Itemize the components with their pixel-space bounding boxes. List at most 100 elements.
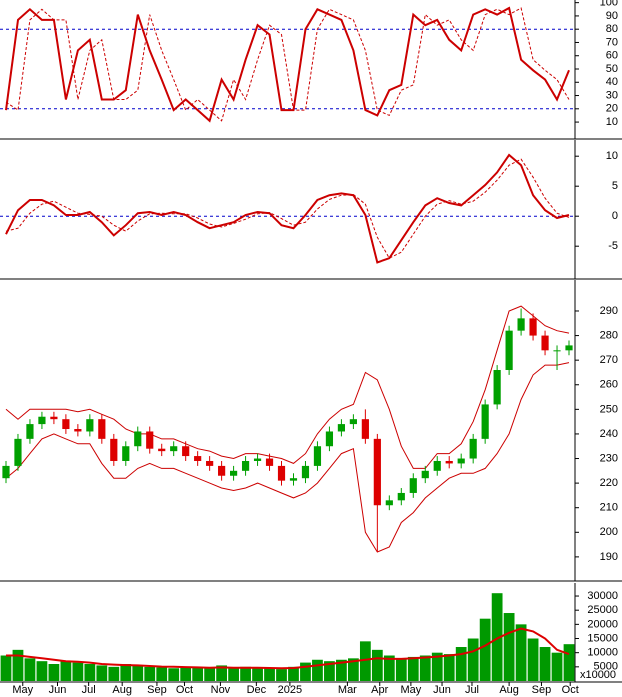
volume-bar <box>324 661 335 681</box>
y-tick-label: 290 <box>600 305 618 317</box>
volume-bar <box>431 652 443 681</box>
volume-bar <box>515 624 527 681</box>
y-tick-label: 60 <box>606 50 618 62</box>
x-tick-label: Oct <box>562 684 579 696</box>
volume-bar <box>0 655 12 681</box>
candle-body <box>110 438 118 461</box>
volume-bar <box>120 664 132 681</box>
volume-bar <box>312 659 323 681</box>
candle-body <box>517 318 525 331</box>
x-tick-label: Dec <box>247 684 267 696</box>
volume-bar <box>467 638 479 681</box>
volume-bar <box>503 613 515 681</box>
volume-bar <box>156 667 168 681</box>
volume-bar <box>551 652 563 681</box>
candle-body <box>86 419 94 432</box>
candle-body <box>218 465 226 476</box>
y-tick-label: 40 <box>606 76 618 88</box>
candle-body <box>325 431 334 447</box>
y-tick-label: 100 <box>600 0 618 9</box>
candle-body <box>313 446 322 466</box>
candle-body <box>469 438 477 459</box>
candle-body <box>206 460 214 466</box>
candle-body <box>182 446 190 457</box>
candle-body <box>541 335 549 351</box>
volume-bar <box>192 667 204 681</box>
candle-body <box>385 500 393 506</box>
y-tick-label: 5 <box>612 180 618 192</box>
volume-bar <box>347 658 359 681</box>
volume-bar <box>48 664 60 681</box>
x-tick-label: Sep <box>147 684 167 696</box>
y-tick-label: 250 <box>600 403 618 415</box>
y-tick-label: 50 <box>606 63 618 75</box>
volume-bar <box>419 655 431 681</box>
y-tick-label: 80 <box>606 23 618 35</box>
y-tick-label: 20 <box>606 103 618 115</box>
candle-body <box>253 458 262 461</box>
signal-line <box>5 158 570 259</box>
candle-body <box>14 438 22 466</box>
y-tick-label: 70 <box>606 36 618 48</box>
candle-body <box>170 446 178 452</box>
x-tick-label: 2025 <box>278 684 302 696</box>
volume-bar <box>12 649 24 681</box>
volume-bar <box>527 638 539 681</box>
y-tick-label: 260 <box>600 379 618 391</box>
x-tick-label: Jul <box>465 684 479 696</box>
volume-bar <box>84 664 96 681</box>
x-tick-label: Nov <box>211 684 231 696</box>
volume-bar <box>216 665 228 681</box>
x-tick-label: Apr <box>371 684 388 696</box>
candle-body <box>433 460 441 471</box>
x-tick-label: Sep <box>532 684 552 696</box>
volume-bar <box>443 654 455 681</box>
candle-body <box>421 470 429 479</box>
y-tick-label: 230 <box>600 452 618 464</box>
y-tick-label: 20000 <box>587 618 618 630</box>
candle-body <box>289 478 298 481</box>
volume-bar <box>96 665 108 681</box>
candle-body <box>122 446 130 461</box>
candle-body <box>349 419 357 425</box>
volume-bar <box>455 647 467 681</box>
x-tick-label: Mar <box>338 684 357 696</box>
y-tick-label: 10 <box>606 116 618 128</box>
volume-bar <box>264 668 275 681</box>
indicator-line <box>5 6 570 123</box>
volume-bar <box>24 658 36 681</box>
volume-bar <box>252 667 263 681</box>
y-tick-label: 30 <box>606 89 618 101</box>
x-tick-label: Jun <box>433 684 451 696</box>
candle-body <box>373 438 381 506</box>
x-tick-label: Jun <box>49 684 67 696</box>
candle-body <box>301 465 310 479</box>
y-tick-label: 200 <box>600 526 618 538</box>
candle-body <box>146 431 154 449</box>
y-tick-label: 15000 <box>587 632 618 644</box>
volume-bar <box>276 669 287 681</box>
candle-body <box>158 448 166 452</box>
volume-bar <box>336 659 347 681</box>
y-tick-label: 210 <box>600 502 618 514</box>
candle-body <box>565 345 573 351</box>
candle-body <box>38 416 46 425</box>
y-tick-label: 30000 <box>587 590 618 602</box>
y-tick-label: 220 <box>600 477 618 489</box>
volume-bar <box>132 665 144 681</box>
y-tick-label: 280 <box>600 329 618 341</box>
candle-body <box>337 424 345 432</box>
lower-band <box>5 362 570 553</box>
candle-body <box>409 478 417 493</box>
unit-label: x10000 <box>580 669 616 681</box>
candle-body <box>98 419 106 439</box>
candle-body <box>74 429 82 432</box>
candle-body <box>457 458 465 464</box>
volume-bar <box>108 666 120 681</box>
volume-bar <box>383 655 395 681</box>
volume-bar <box>479 618 491 681</box>
candle-body <box>230 470 238 476</box>
y-tick-label: 25000 <box>587 604 618 616</box>
